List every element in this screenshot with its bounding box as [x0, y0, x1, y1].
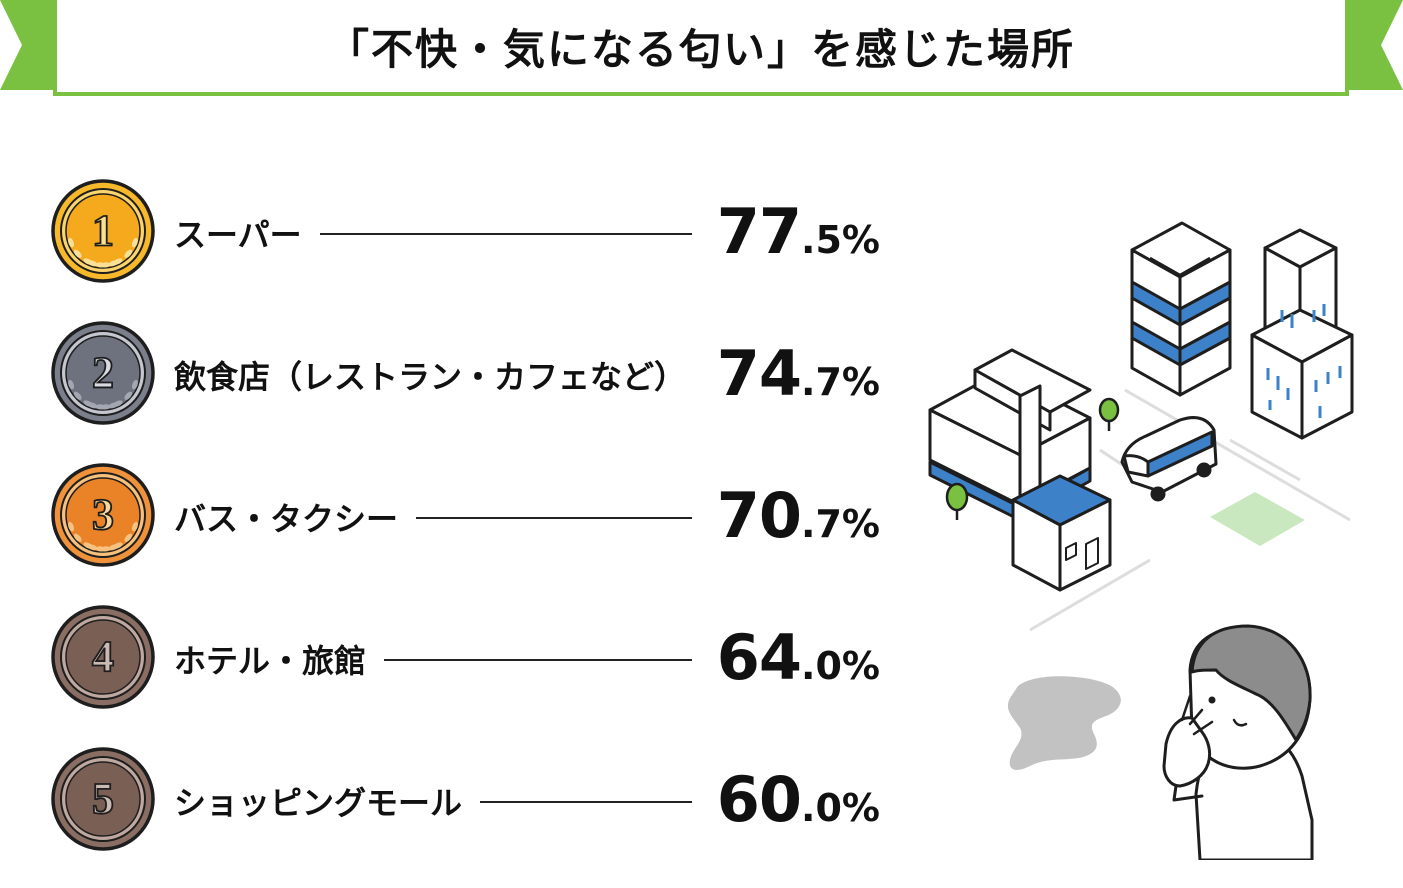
- title-banner: 「不快・気になる匂い」を感じた場所: [53, 0, 1349, 96]
- rank-label: 飲食店（レストラン・カフェなど）: [174, 352, 705, 398]
- rank-percentage: 70.7%: [717, 479, 880, 552]
- bus-icon: [1120, 416, 1218, 502]
- percentage-decimal: .5%: [801, 218, 880, 263]
- chart-title: 「不快・気になる匂い」を感じた場所: [326, 24, 1075, 74]
- ribbon-right-tail: [1347, 0, 1403, 90]
- leader-line: [174, 517, 692, 519]
- rank-number: 3: [92, 490, 114, 539]
- percentage-integer: 74: [716, 337, 802, 411]
- percentage-decimal: .7%: [801, 502, 880, 547]
- rank-row: 1 スーパー 77.5%: [50, 178, 880, 288]
- medal-icon: 3: [51, 463, 155, 567]
- percentage-decimal: .7%: [801, 360, 880, 405]
- rank-row: 5 ショッピングモール 60.0%: [50, 746, 880, 856]
- rank-percentage: 77.5%: [717, 195, 880, 268]
- smell-cloud-icon: [1007, 676, 1121, 770]
- rank-label: ホテル・旅館: [174, 636, 385, 682]
- rank-row: 4 ホテル・旅館 64.0%: [50, 604, 880, 714]
- percentage-integer: 64: [716, 621, 802, 695]
- city-illustration: [928, 221, 1354, 860]
- leader-line: [174, 233, 692, 235]
- shop-icon: [1011, 474, 1112, 592]
- percentage-decimal: .0%: [801, 644, 880, 689]
- medal-icon: 4: [51, 605, 155, 709]
- rank-percentage: 74.7%: [717, 337, 880, 410]
- rank-row: 2 飲食店（レストラン・カフェなど） 74.7%: [50, 320, 880, 430]
- tower-building-icon: [1250, 228, 1354, 440]
- percentage-integer: 77: [716, 195, 802, 269]
- percentage-integer: 70: [716, 479, 802, 553]
- rank-percentage: 60.0%: [717, 763, 880, 836]
- medal-icon: 2: [51, 321, 155, 425]
- rank-label: スーパー: [174, 210, 320, 256]
- rank-percentage: 64.0%: [717, 621, 880, 694]
- rank-number: 4: [92, 632, 114, 681]
- medal-icon: 5: [51, 747, 155, 851]
- rank-label: バス・タクシー: [174, 494, 417, 540]
- rank-label: ショッピングモール: [174, 778, 481, 824]
- park-field: [1210, 492, 1305, 546]
- rank-number: 1: [92, 206, 114, 255]
- rank-number: 2: [92, 348, 114, 397]
- skyscraper-icon: [1130, 221, 1232, 397]
- rank-number: 5: [92, 774, 114, 823]
- percentage-decimal: .0%: [801, 786, 880, 831]
- medal-icon: 1: [51, 179, 155, 283]
- person-covering-nose-icon: [1162, 624, 1314, 860]
- percentage-integer: 60: [716, 763, 802, 837]
- leader-line: [174, 659, 692, 661]
- ribbon-left-tail: [0, 0, 56, 90]
- rank-row: 3 バス・タクシー 70.7%: [50, 462, 880, 572]
- tree-icon: [945, 397, 1120, 520]
